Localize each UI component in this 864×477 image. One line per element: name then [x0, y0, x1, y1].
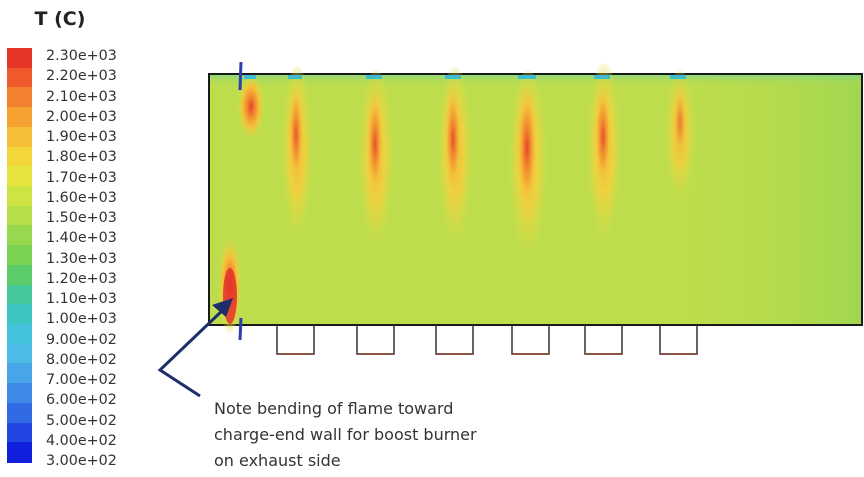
flame-plume-6-core [672, 85, 688, 165]
annotation-arrow [157, 298, 233, 398]
annotation-line-2: charge-end wall for boost burner [214, 425, 477, 444]
colorbar-segment [7, 126, 32, 148]
boost-burner-top [238, 61, 243, 91]
colorbar-tick-label: 1.10e+03 [46, 291, 117, 307]
colorbar-tick-label: 1.80e+03 [46, 149, 117, 166]
colorbar-segment [7, 166, 32, 187]
colorbar-segment [7, 245, 32, 266]
colorbar-segment [7, 48, 32, 69]
colorbar-segment [7, 304, 32, 325]
colorbar-tick-label: 6.00e+02 [46, 392, 117, 409]
exhaust-ports [276, 325, 698, 355]
colorbar-tick-label: 8.00e+02 [46, 351, 117, 368]
colorbar-segment [7, 107, 32, 128]
colorbar-segment [7, 205, 32, 227]
colorbar-tick-label: 2.10e+03 [46, 88, 117, 105]
colorbar-tick-label: 7.00e+02 [46, 372, 117, 388]
colorbar-tick-label: 1.20e+03 [46, 270, 117, 287]
flame-plumes [218, 63, 696, 340]
colorbar-segment [7, 343, 32, 365]
annotation-line-1: Note bending of flame toward [214, 399, 454, 418]
colorbar-segment [7, 442, 32, 463]
colorbar-tick-label: 2.00e+03 [46, 108, 117, 125]
top-burner-ports [244, 75, 686, 79]
exhaust-port-3 [435, 325, 474, 355]
colorbar-tick-label: 5.00e+02 [46, 412, 117, 429]
flame-plume-1-core [287, 82, 305, 198]
annotation-note: Note bending of flame toward charge-end … [214, 396, 574, 474]
colorbar-segment [7, 324, 32, 345]
flame-plume-5-core [593, 82, 613, 202]
colorbar-tick-label: 1.00e+03 [46, 311, 117, 328]
exhaust-port-6 [659, 325, 698, 355]
exhaust-port-1 [276, 325, 315, 355]
exhaust-port-4 [511, 325, 550, 355]
colorbar-segment [7, 146, 32, 167]
colorbar-tick-label: 2.20e+03 [46, 68, 117, 85]
colorbar-segment [7, 186, 32, 207]
colorbar-tick-label: 1.50e+03 [46, 210, 117, 226]
colorbar-tick-label: 9.00e+02 [46, 331, 117, 348]
colorbar-segment [7, 284, 32, 305]
colorbar-segment [7, 264, 32, 286]
colorbar-segment [7, 363, 32, 384]
boost-burner-bottom [238, 317, 243, 341]
colorbar-tick-label: 1.90e+03 [46, 129, 117, 145]
colorbar-tick-label: 3.00e+02 [46, 453, 117, 469]
colorbar-segment [7, 225, 32, 246]
colorbar [7, 48, 32, 463]
exhaust-port-5 [584, 325, 623, 355]
colorbar-tick-label: 1.70e+03 [46, 169, 117, 186]
colorbar-tick-label: 4.00e+02 [46, 432, 117, 449]
flame-plume-3-core [443, 83, 463, 207]
colorbar-segment [7, 402, 32, 424]
annotation-line-3: on exhaust side [214, 451, 341, 470]
flame-charge-end-top [237, 76, 265, 144]
colorbar-tick-label: 1.40e+03 [46, 230, 117, 247]
colorbar-segment [7, 67, 32, 89]
colorbar-tick-label: 2.30e+03 [46, 48, 117, 64]
colorbar-segment [7, 422, 32, 443]
colorbar-segment [7, 87, 32, 108]
flame-plume-4-core [515, 83, 539, 227]
flame-plume-2-core [365, 88, 385, 212]
colorbar-segment [7, 383, 32, 404]
colorbar-tick-label: 1.30e+03 [46, 250, 117, 267]
legend-title: T (C) [34, 8, 86, 30]
exhaust-port-2 [356, 325, 395, 355]
colorbar-tick-label: 1.60e+03 [46, 189, 117, 206]
